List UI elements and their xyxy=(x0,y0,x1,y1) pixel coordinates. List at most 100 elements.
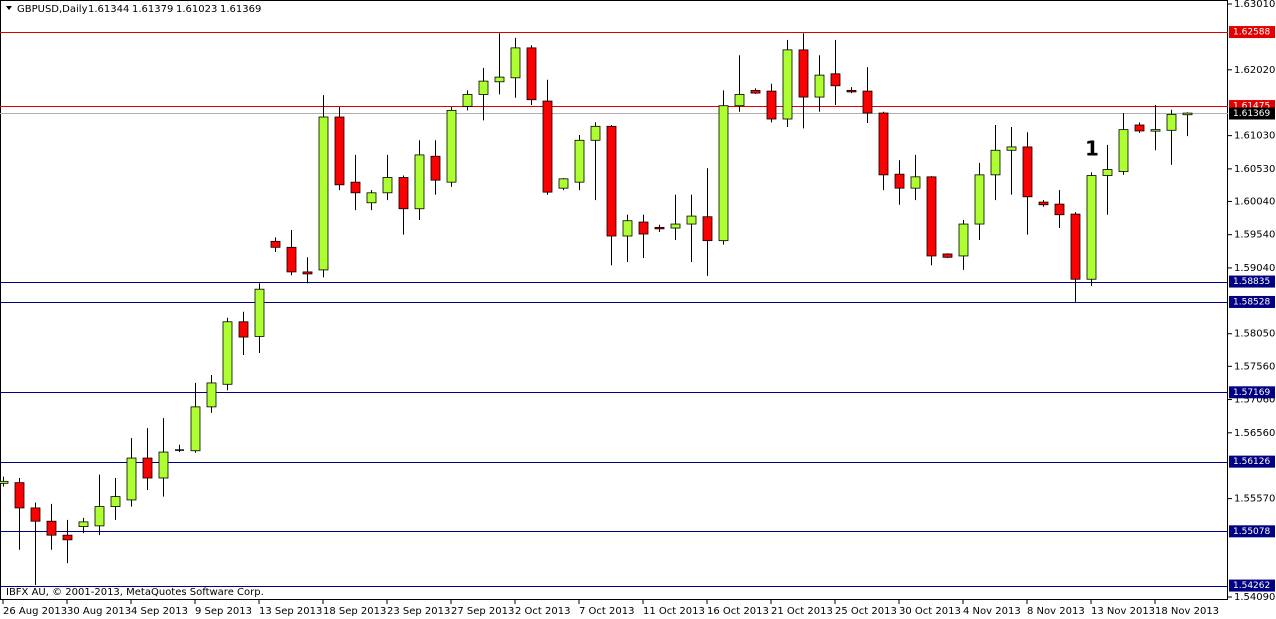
x-tick-label: 30 Aug 2013 xyxy=(67,606,131,617)
candle-body xyxy=(926,176,937,257)
x-tick-label: 18 Sep 2013 xyxy=(323,606,386,617)
header-low: 1.61023 xyxy=(176,4,217,15)
candle-body xyxy=(222,321,233,385)
candle-body xyxy=(942,253,953,258)
candle-body xyxy=(1070,213,1081,280)
header-close: 1.61369 xyxy=(220,4,261,15)
x-tick-label: 4 Sep 2013 xyxy=(131,606,188,617)
candle-body xyxy=(286,246,297,273)
candle-body xyxy=(910,176,921,189)
header-open: 1.61344 xyxy=(88,4,129,15)
candle-body xyxy=(606,125,617,237)
candle-body xyxy=(894,173,905,189)
candle-body xyxy=(494,76,505,83)
candle-body xyxy=(30,507,41,522)
source-note: IBFX AU, © 2001-2013, MetaQuotes Softwar… xyxy=(6,587,264,598)
y-tick-label: 1.55570 xyxy=(1234,494,1275,505)
candle-body xyxy=(558,178,569,189)
menu-triangle xyxy=(6,6,12,10)
candle-body xyxy=(510,47,521,79)
candle-body xyxy=(750,90,761,94)
candle-body xyxy=(1102,169,1113,176)
candle-body xyxy=(1166,113,1177,131)
y-tick-label: 1.58050 xyxy=(1234,329,1275,340)
level-label: 1.56126 xyxy=(1233,457,1270,467)
y-tick-label: 1.57060 xyxy=(1234,395,1275,406)
level-label-box xyxy=(1229,455,1275,468)
candle-body xyxy=(238,321,249,338)
level-label: 1.58528 xyxy=(1233,297,1270,307)
x-tick-label: 7 Oct 2013 xyxy=(579,606,634,617)
candle-body xyxy=(0,480,9,484)
level-label: 1.61475 xyxy=(1233,102,1270,112)
candle-body xyxy=(878,112,889,176)
candle-body xyxy=(446,109,457,183)
candle-body xyxy=(110,496,121,507)
y-tick-label: 1.59040 xyxy=(1234,263,1275,274)
candle-body xyxy=(1054,203,1065,216)
x-tick-label: 23 Sep 2013 xyxy=(387,606,450,617)
x-tick-label: 8 Nov 2013 xyxy=(1027,606,1085,617)
candle-body xyxy=(414,154,425,210)
y-tick-label: 1.59540 xyxy=(1234,230,1275,241)
candle-body xyxy=(46,520,57,536)
y-tick-label: 1.60040 xyxy=(1234,196,1275,207)
level-label-box xyxy=(1229,525,1275,538)
candle-body xyxy=(62,534,73,541)
level-label: 1.62588 xyxy=(1233,28,1270,38)
candle-body xyxy=(670,223,681,229)
candle-body xyxy=(142,457,153,479)
candle-body xyxy=(254,288,265,337)
candle-body xyxy=(974,174,985,225)
candle-body xyxy=(766,90,777,120)
candle-body xyxy=(590,125,601,141)
candle-body xyxy=(990,149,1001,176)
candle-body xyxy=(654,226,665,230)
y-tick-label: 1.54090 xyxy=(1234,592,1275,603)
candle-body xyxy=(1006,146,1017,151)
candle-body xyxy=(350,181,361,194)
candle-body xyxy=(398,177,409,210)
x-tick-label: 4 Nov 2013 xyxy=(963,606,1021,617)
x-tick-label: 27 Sep 2013 xyxy=(451,606,514,617)
level-label-box xyxy=(1229,275,1275,288)
candle-body xyxy=(334,116,345,186)
candle-body xyxy=(94,506,105,527)
candle-body xyxy=(686,215,697,225)
candle-body xyxy=(574,139,585,183)
candle-body xyxy=(1038,201,1049,206)
candle-body xyxy=(78,521,89,527)
candle-body xyxy=(126,457,137,501)
level-label-box xyxy=(1229,579,1275,592)
candle-body xyxy=(1022,146,1033,198)
candle-body xyxy=(1134,124,1145,132)
y-tick-label: 1.63010 xyxy=(1234,0,1275,10)
x-tick-label: 11 Oct 2013 xyxy=(643,606,705,617)
x-tick-label: 13 Sep 2013 xyxy=(259,606,322,617)
plot-frame xyxy=(0,0,1228,600)
candle-body xyxy=(382,177,393,194)
header-high: 1.61379 xyxy=(132,4,173,15)
candle-body xyxy=(830,73,841,87)
x-tick-label: 2 Oct 2013 xyxy=(515,606,570,617)
level-label-box xyxy=(1229,26,1275,39)
candle-body xyxy=(542,100,553,193)
y-tick-label: 1.61030 xyxy=(1234,131,1275,142)
candle-body xyxy=(1182,112,1193,116)
x-tick-label: 9 Sep 2013 xyxy=(195,606,252,617)
candle-body xyxy=(462,94,473,107)
chart-title: GBPUSD,Daily xyxy=(17,4,88,15)
candle-body xyxy=(270,240,281,248)
candle-body xyxy=(702,216,713,242)
candle-body xyxy=(622,220,633,237)
x-tick-label: 18 Nov 2013 xyxy=(1155,606,1219,617)
candle-body xyxy=(14,482,25,509)
level-label: 1.57169 xyxy=(1233,388,1270,398)
candle-body xyxy=(206,382,217,408)
candle-body xyxy=(366,192,377,204)
candle-body xyxy=(302,271,313,275)
x-tick-label: 25 Oct 2013 xyxy=(835,606,897,617)
x-tick-label: 13 Nov 2013 xyxy=(1091,606,1155,617)
candle-body xyxy=(526,47,537,101)
